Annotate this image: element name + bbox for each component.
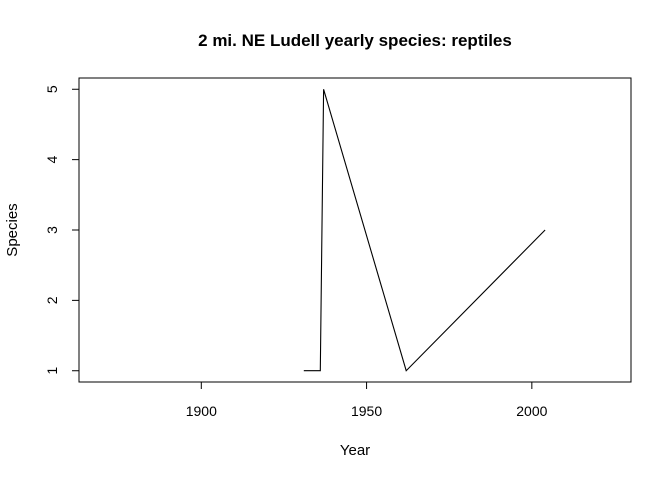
x-tick-label: 1900 [186, 403, 217, 419]
y-axis: 1 2 3 4 5 [44, 85, 80, 375]
x-tick-label: 1950 [351, 403, 382, 419]
y-tick-label: 3 [44, 226, 60, 234]
y-tick-label: 1 [44, 367, 60, 375]
series-line [303, 89, 546, 372]
chart-title: 2 mi. NE Ludell yearly species: reptiles [198, 31, 512, 50]
x-axis: 1900 1950 2000 [186, 381, 548, 419]
y-tick-label: 4 [44, 156, 60, 164]
series-layer [303, 89, 546, 372]
x-axis-label: Year [340, 442, 370, 459]
y-tick-label: 5 [44, 85, 60, 93]
y-axis-label: Species [4, 203, 21, 256]
plot-frame [78, 77, 632, 383]
x-tick-label: 2000 [516, 403, 547, 419]
y-tick-label: 2 [44, 296, 60, 304]
